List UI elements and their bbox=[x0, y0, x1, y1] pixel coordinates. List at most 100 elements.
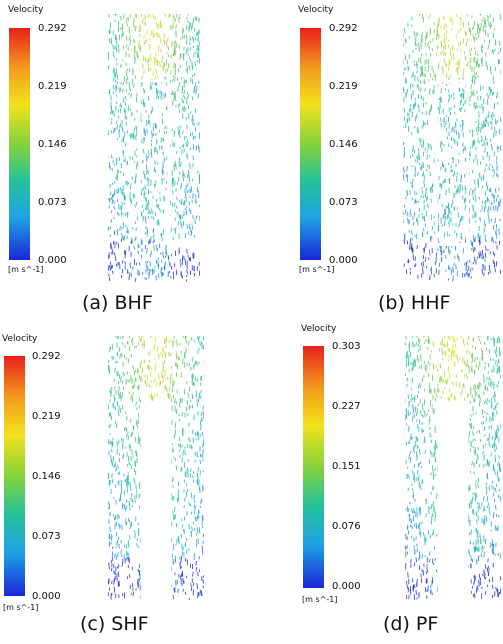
velocity-vector bbox=[492, 381, 494, 386]
velocity-vector bbox=[172, 52, 175, 56]
velocity-vector bbox=[116, 170, 119, 173]
velocity-vector bbox=[412, 104, 415, 110]
velocity-vector bbox=[413, 594, 416, 600]
velocity-vector bbox=[197, 396, 200, 403]
velocity-vector bbox=[153, 245, 155, 251]
tick-label: 0.292 bbox=[38, 23, 67, 34]
velocity-vector bbox=[473, 471, 475, 475]
velocity-field bbox=[405, 336, 501, 600]
velocity-vector bbox=[447, 89, 450, 93]
velocity-vector bbox=[486, 496, 489, 502]
velocity-vector bbox=[151, 106, 154, 112]
velocity-vector bbox=[441, 347, 443, 354]
velocity-vector bbox=[423, 228, 425, 232]
velocity-vector bbox=[185, 470, 187, 475]
velocity-vector bbox=[193, 382, 195, 386]
velocity-vector bbox=[407, 112, 409, 117]
velocity-vector bbox=[470, 529, 472, 536]
velocity-vector bbox=[153, 184, 156, 189]
velocity-vector bbox=[494, 454, 496, 458]
velocity-vector bbox=[120, 438, 123, 442]
velocity-vector bbox=[129, 108, 132, 111]
velocity-vector bbox=[484, 384, 486, 390]
velocity-vector bbox=[483, 426, 486, 431]
velocity-vector bbox=[411, 237, 413, 241]
velocity-vector bbox=[170, 265, 173, 270]
velocity-vector bbox=[459, 382, 461, 389]
velocity-vector bbox=[131, 338, 133, 343]
tick-label: 0.000 bbox=[329, 255, 358, 266]
velocity-vector bbox=[109, 346, 112, 350]
velocity-vector bbox=[178, 44, 180, 49]
velocity-vector bbox=[404, 209, 407, 214]
velocity-vector bbox=[446, 214, 449, 220]
velocity-vector bbox=[198, 361, 200, 365]
velocity-field bbox=[108, 336, 204, 600]
velocity-vector bbox=[177, 103, 180, 109]
velocity-vector bbox=[179, 64, 181, 69]
velocity-vector bbox=[139, 482, 141, 486]
velocity-vector bbox=[108, 479, 111, 486]
velocity-vector bbox=[497, 553, 500, 556]
velocity-vector bbox=[110, 130, 113, 134]
velocity-vector bbox=[477, 53, 479, 57]
velocity-vector bbox=[188, 65, 191, 71]
velocity-vector bbox=[121, 404, 124, 410]
heater-outline bbox=[434, 79, 470, 246]
velocity-vector bbox=[423, 438, 425, 444]
velocity-vector bbox=[122, 212, 124, 216]
velocity-vector bbox=[481, 135, 483, 141]
velocity-vector bbox=[424, 59, 426, 65]
velocity-vector bbox=[145, 58, 147, 63]
velocity-vector bbox=[112, 564, 115, 569]
velocity-vector bbox=[121, 27, 124, 32]
velocity-vector bbox=[452, 92, 455, 96]
velocity-vector bbox=[478, 113, 480, 118]
velocity-vector bbox=[134, 203, 136, 208]
velocity-vector bbox=[153, 33, 156, 36]
velocity-vector bbox=[485, 142, 487, 146]
velocity-vector bbox=[152, 14, 154, 20]
velocity-vector bbox=[153, 357, 156, 361]
velocity-vector bbox=[110, 567, 113, 572]
velocity-vector bbox=[465, 42, 468, 47]
velocity-vector bbox=[154, 180, 157, 186]
velocity-vector bbox=[198, 515, 200, 519]
velocity-vector bbox=[487, 44, 489, 50]
velocity-vector bbox=[443, 16, 446, 20]
velocity-vector bbox=[189, 227, 192, 233]
velocity-vector bbox=[173, 142, 176, 148]
velocity-vector bbox=[474, 388, 476, 393]
velocity-vector bbox=[484, 117, 487, 122]
velocity-vector bbox=[125, 89, 128, 92]
velocity-vector bbox=[170, 373, 172, 380]
velocity-vector bbox=[410, 181, 412, 185]
velocity-vector bbox=[159, 380, 162, 385]
velocity-vector bbox=[471, 189, 474, 196]
velocity-vector bbox=[449, 250, 451, 255]
velocity-vector bbox=[485, 485, 488, 492]
velocity-vector bbox=[431, 513, 434, 517]
velocity-vector bbox=[138, 405, 141, 409]
velocity-vector bbox=[188, 257, 191, 261]
velocity-vector bbox=[191, 374, 193, 380]
velocity-vector bbox=[132, 591, 135, 597]
velocity-vector bbox=[116, 263, 118, 268]
velocity-vector bbox=[181, 257, 184, 263]
velocity-vector bbox=[441, 203, 443, 208]
tick-label: 0.146 bbox=[329, 139, 358, 150]
velocity-vector bbox=[451, 168, 453, 173]
velocity-vector bbox=[420, 144, 422, 148]
velocity-vector bbox=[448, 371, 451, 376]
velocity-vector bbox=[423, 409, 425, 413]
velocity-vector bbox=[186, 224, 188, 230]
velocity-vector bbox=[167, 256, 170, 261]
velocity-vector bbox=[452, 266, 454, 273]
velocity-vector bbox=[126, 482, 128, 488]
velocity-vector bbox=[125, 71, 128, 77]
velocity-vector bbox=[119, 407, 122, 413]
velocity-vector bbox=[411, 526, 414, 529]
velocity-vector bbox=[416, 423, 419, 428]
velocity-vector bbox=[109, 399, 111, 403]
velocity-vector bbox=[110, 210, 113, 214]
